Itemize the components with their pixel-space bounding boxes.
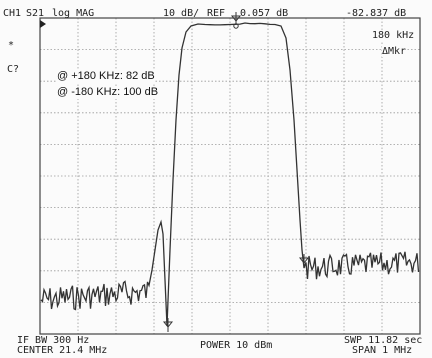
s21-trace — [40, 22, 420, 327]
span-label: SPAN 1 MHz — [352, 345, 413, 356]
sweep-time-label: SWP 11.82 sec — [344, 335, 423, 346]
plot-frame — [39, 17, 421, 335]
marker-mode: ΔMkr — [382, 46, 407, 57]
channel-label: CH1 — [3, 8, 22, 19]
format-label: log MAG — [52, 8, 95, 19]
marker-value: -82.837 dB — [346, 8, 407, 19]
star-indicator: * — [8, 40, 15, 51]
graticule — [40, 18, 420, 334]
marker-frequency: 180 kHz — [372, 30, 415, 41]
annotation-minus-180khz: @ -180 KHz: 100 dB — [57, 86, 159, 99]
power-label: POWER 10 dBm — [200, 340, 273, 351]
if-bandwidth-label: IF BW 300 Hz — [17, 335, 90, 346]
annotation-plus-180khz: @ +180 KHz: 82 dB — [57, 70, 155, 83]
ref-label: REF — [207, 8, 226, 19]
reference-position-marker — [40, 20, 46, 28]
marker-1-icon — [230, 12, 242, 29]
center-frequency-label: CENTER 21.4 MHz — [17, 345, 108, 356]
marker-2-icon — [162, 318, 174, 332]
cal-status-indicator: C? — [7, 64, 20, 75]
marker-3-icon — [298, 254, 310, 268]
parameter-label: S21 — [26, 8, 45, 19]
scale-label: 10 dB/ — [163, 8, 200, 19]
ref-value: 0.057 dB — [240, 8, 289, 19]
